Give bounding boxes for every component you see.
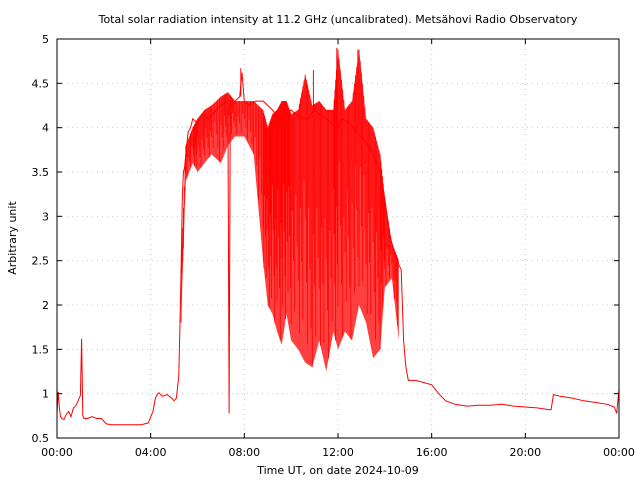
y-tick-label: 5 (42, 33, 49, 46)
y-tick-label: 4.5 (32, 77, 50, 90)
x-tick-label: 04:00 (135, 446, 167, 459)
y-tick-label: 2.5 (32, 255, 50, 268)
chart-title: Total solar radiation intensity at 11.2 … (98, 13, 578, 26)
y-axis-label: Arbitrary unit (6, 201, 19, 275)
y-tick-label: 3.5 (32, 166, 50, 179)
y-tick-label: 1 (42, 388, 49, 401)
series-line (56, 72, 620, 426)
x-tick-label: 08:00 (228, 446, 260, 459)
x-tick-label: 16:00 (416, 446, 448, 459)
x-tick-label: 20:00 (509, 446, 541, 459)
y-tick-label: 3 (42, 210, 49, 223)
plot-area (56, 47, 620, 426)
x-tick-label: 00:00 (603, 446, 635, 459)
y-tick-label: 1.5 (32, 343, 50, 356)
y-axis: 0.5 1 1.5 2 2.5 3 3.5 4 4.5 5 (32, 33, 619, 445)
x-axis-label: Time UT, on date 2024-10-09 (256, 464, 419, 477)
y-tick-label: 2 (42, 299, 49, 312)
x-tick-label: 12:00 (322, 446, 354, 459)
y-tick-label: 4 (42, 122, 49, 135)
y-tick-label: 0.5 (32, 432, 50, 445)
x-tick-label: 00:00 (41, 446, 73, 459)
x-axis: 00:00 04:00 08:00 12:00 16:00 20:00 00:00 (41, 39, 635, 459)
